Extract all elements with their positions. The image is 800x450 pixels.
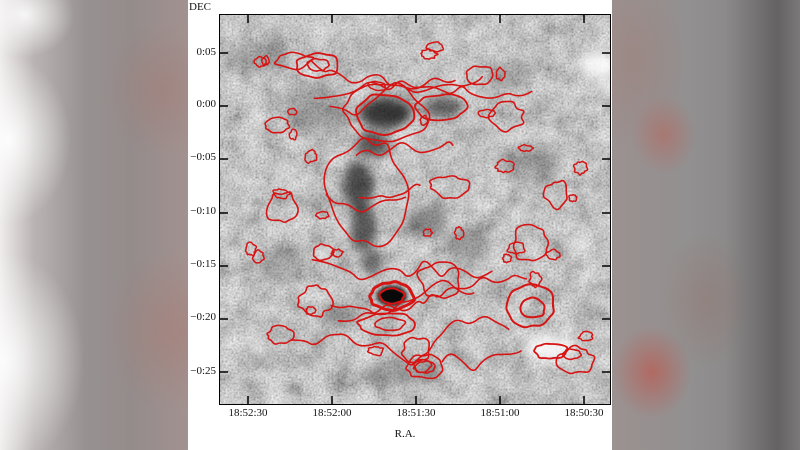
bright-spots (239, 24, 610, 359)
background-blur-right (612, 0, 800, 450)
figure-panel: DEC 0:05 0:00 −0:05 −0:10 −0:15 −0:20 −0… (188, 0, 612, 450)
red-contours (244, 40, 595, 379)
y-tick-label: −0:10 (190, 205, 216, 217)
plot-area (218, 13, 611, 405)
x-tick-label: 18:51:00 (480, 407, 520, 419)
x-tick-label: 18:51:30 (396, 407, 436, 419)
axis-ticks (219, 14, 610, 404)
y-tick-label: 0:05 (196, 46, 216, 58)
y-tick-label: −0:15 (190, 258, 216, 270)
y-tick-label: −0:05 (190, 151, 216, 163)
y-tick-label: 0:00 (196, 98, 216, 110)
x-tick-label: 18:52:30 (228, 407, 268, 419)
y-tick-label: −0:25 (190, 365, 216, 377)
x-tick-label: 18:50:30 (564, 407, 604, 419)
y-tick-label: −0:20 (190, 311, 216, 323)
x-axis-title: R.A. (394, 428, 416, 440)
x-tick-label: 18:52:00 (312, 407, 352, 419)
sky-map-image (219, 14, 610, 404)
background-blur-left (0, 0, 189, 450)
y-axis-title: DEC (189, 1, 211, 13)
